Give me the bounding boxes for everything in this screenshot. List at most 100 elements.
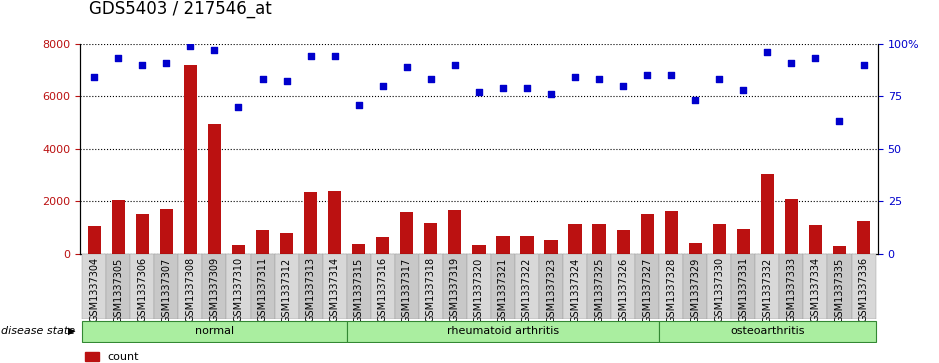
Bar bbox=[587, 254, 611, 319]
Bar bbox=[755, 254, 779, 319]
Text: GSM1337320: GSM1337320 bbox=[474, 257, 484, 323]
Point bbox=[567, 74, 582, 80]
Bar bbox=[178, 254, 203, 319]
Text: GSM1337307: GSM1337307 bbox=[162, 257, 171, 323]
Bar bbox=[497, 236, 510, 254]
Point bbox=[808, 56, 823, 61]
Text: GSM1337306: GSM1337306 bbox=[137, 257, 147, 322]
Bar bbox=[611, 254, 635, 319]
Bar bbox=[106, 254, 131, 319]
Text: GDS5403 / 217546_at: GDS5403 / 217546_at bbox=[89, 0, 272, 18]
Bar bbox=[563, 254, 587, 319]
Point bbox=[832, 119, 847, 125]
Bar bbox=[352, 244, 365, 254]
Bar bbox=[371, 254, 394, 319]
Bar bbox=[346, 254, 371, 319]
Text: GSM1337315: GSM1337315 bbox=[354, 257, 363, 323]
Text: GSM1337308: GSM1337308 bbox=[185, 257, 195, 322]
Point bbox=[159, 60, 174, 65]
Text: GSM1337330: GSM1337330 bbox=[715, 257, 724, 322]
Text: GSM1337332: GSM1337332 bbox=[762, 257, 773, 323]
Bar bbox=[424, 223, 438, 254]
Bar bbox=[208, 124, 221, 254]
Point bbox=[736, 87, 751, 93]
Bar bbox=[232, 245, 245, 254]
Bar bbox=[515, 254, 539, 319]
Bar bbox=[804, 254, 827, 319]
Bar bbox=[112, 200, 125, 254]
Text: osteoarthritis: osteoarthritis bbox=[731, 326, 805, 336]
Bar bbox=[737, 229, 750, 254]
Bar bbox=[857, 221, 870, 254]
Bar bbox=[539, 254, 563, 319]
Point bbox=[519, 85, 534, 91]
Text: GSM1337321: GSM1337321 bbox=[498, 257, 508, 323]
Text: disease state: disease state bbox=[1, 326, 75, 336]
Bar bbox=[377, 237, 390, 254]
Bar bbox=[617, 231, 630, 254]
Text: GSM1337326: GSM1337326 bbox=[618, 257, 628, 323]
Bar bbox=[87, 227, 100, 254]
Point bbox=[664, 72, 679, 78]
Text: GSM1337334: GSM1337334 bbox=[810, 257, 821, 322]
FancyBboxPatch shape bbox=[346, 321, 659, 342]
Bar bbox=[568, 224, 581, 254]
Bar bbox=[394, 254, 419, 319]
FancyBboxPatch shape bbox=[659, 321, 875, 342]
Bar bbox=[280, 233, 293, 254]
Point bbox=[279, 78, 294, 84]
Text: GSM1337335: GSM1337335 bbox=[835, 257, 844, 323]
Point bbox=[376, 83, 391, 89]
Bar bbox=[160, 209, 173, 254]
Point bbox=[327, 53, 342, 59]
Point bbox=[207, 47, 222, 53]
Text: GSM1337327: GSM1337327 bbox=[642, 257, 653, 323]
Bar bbox=[256, 231, 269, 254]
Bar bbox=[707, 254, 731, 319]
Text: GSM1337304: GSM1337304 bbox=[89, 257, 100, 322]
Point bbox=[111, 56, 126, 61]
Text: GSM1337331: GSM1337331 bbox=[738, 257, 748, 322]
Text: GSM1337317: GSM1337317 bbox=[402, 257, 412, 323]
Text: GSM1337311: GSM1337311 bbox=[257, 257, 268, 322]
Bar bbox=[400, 212, 413, 254]
Bar bbox=[761, 174, 774, 254]
Bar bbox=[131, 254, 154, 319]
Bar bbox=[472, 245, 485, 254]
Text: rheumatoid arthritis: rheumatoid arthritis bbox=[447, 326, 559, 336]
Bar bbox=[688, 243, 701, 254]
Text: GSM1337318: GSM1337318 bbox=[425, 257, 436, 322]
Point bbox=[639, 72, 654, 78]
Bar bbox=[808, 225, 822, 254]
Bar bbox=[833, 246, 846, 254]
Text: GSM1337333: GSM1337333 bbox=[787, 257, 796, 322]
Bar bbox=[635, 254, 659, 319]
Point bbox=[496, 85, 511, 91]
Bar bbox=[323, 254, 346, 319]
Text: GSM1337310: GSM1337310 bbox=[234, 257, 243, 322]
Bar bbox=[299, 254, 323, 319]
Text: GSM1337336: GSM1337336 bbox=[858, 257, 869, 322]
Point bbox=[303, 53, 318, 59]
Text: ▶: ▶ bbox=[68, 326, 75, 336]
Bar bbox=[665, 211, 678, 254]
Point bbox=[255, 77, 270, 82]
Point bbox=[760, 49, 775, 55]
Bar bbox=[203, 254, 226, 319]
Text: GSM1337312: GSM1337312 bbox=[282, 257, 292, 323]
Point bbox=[399, 64, 414, 70]
Bar bbox=[659, 254, 684, 319]
Point bbox=[471, 89, 486, 95]
Legend: count, percentile rank within the sample: count, percentile rank within the sample bbox=[85, 352, 296, 363]
Point bbox=[856, 62, 871, 68]
Text: GSM1337323: GSM1337323 bbox=[546, 257, 556, 323]
Bar bbox=[520, 236, 533, 254]
Point bbox=[86, 74, 101, 80]
Point bbox=[592, 77, 607, 82]
Text: GSM1337328: GSM1337328 bbox=[666, 257, 676, 323]
Bar bbox=[684, 254, 707, 319]
Text: GSM1337324: GSM1337324 bbox=[570, 257, 580, 323]
Point bbox=[423, 77, 439, 82]
Bar bbox=[251, 254, 274, 319]
Bar bbox=[328, 191, 341, 254]
